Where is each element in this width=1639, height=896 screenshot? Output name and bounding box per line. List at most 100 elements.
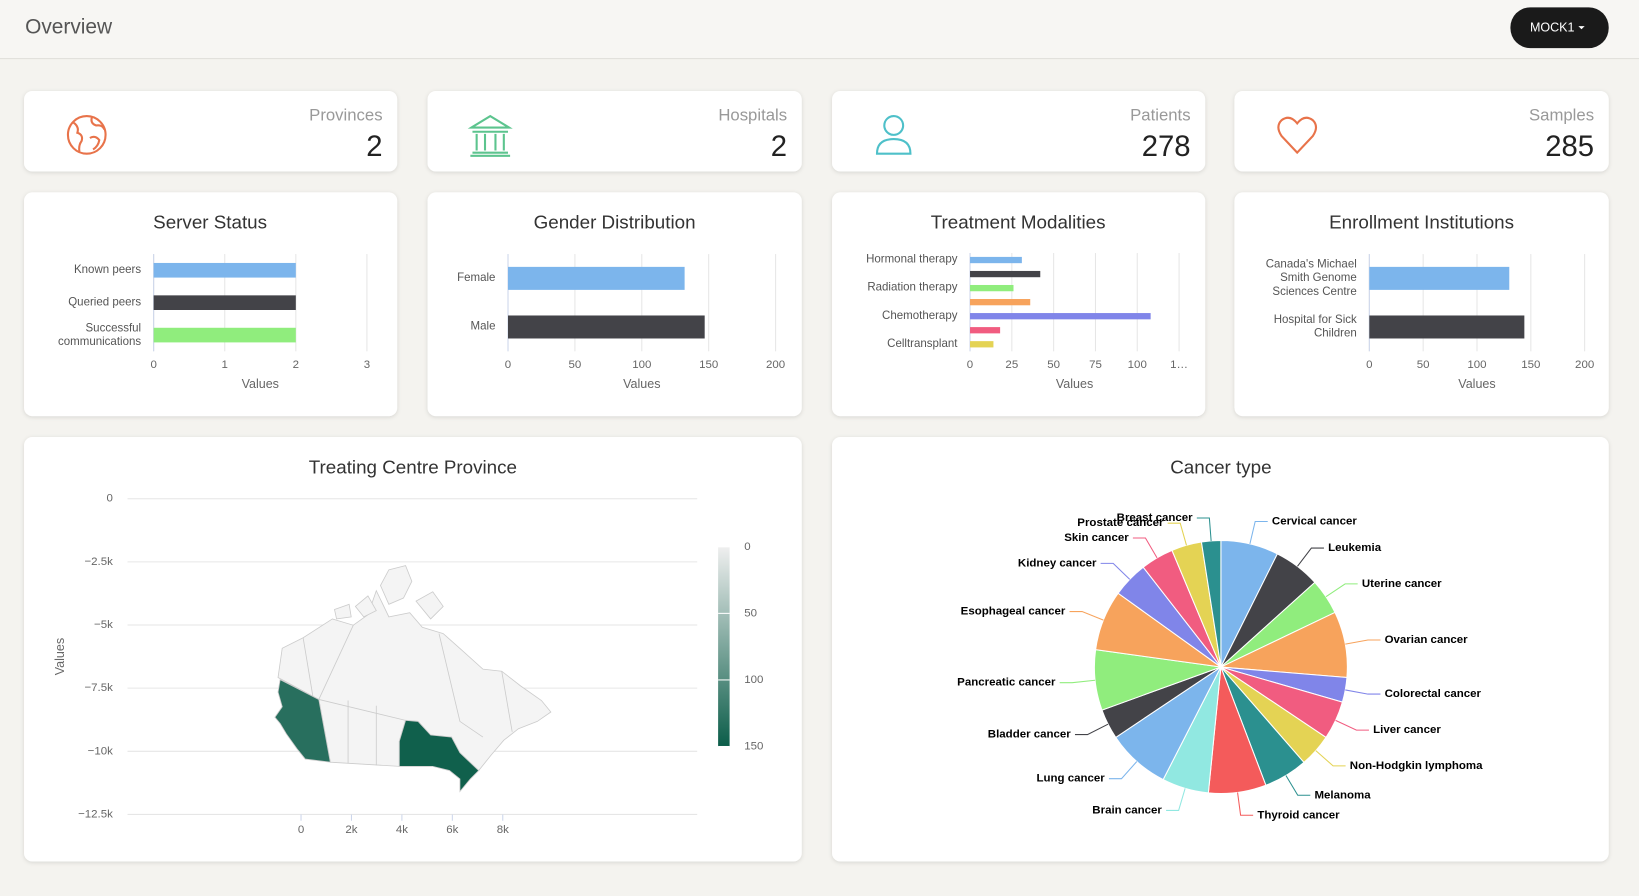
- pie-label: Uterine cancer: [1362, 578, 1442, 590]
- category-label-box: Radiation therapy: [867, 281, 957, 294]
- x-tick-label: 50: [1047, 359, 1060, 371]
- map-region: [274, 678, 331, 763]
- menu-button-label[interactable]: MOCK1: [1530, 21, 1575, 35]
- label-connector: [1132, 537, 1158, 559]
- bar: [1369, 266, 1510, 290]
- map-border: [318, 625, 354, 700]
- x-tick-label: 150: [1521, 359, 1540, 371]
- label-connector: [1166, 788, 1186, 811]
- y-tick-label: −10k: [88, 745, 113, 757]
- pie-label: Colorectal cancer: [1385, 688, 1482, 700]
- y-tick-label: −5k: [94, 619, 113, 631]
- chart-title: Treating Centre Province: [309, 456, 517, 477]
- y-tick-label: Queried peers: [68, 295, 142, 309]
- pie-label: Breast cancer: [1117, 512, 1193, 524]
- y-axis-label: Values: [53, 638, 67, 675]
- bank-icon: [467, 114, 513, 157]
- label-connector: [1059, 679, 1096, 684]
- label-connector: [1335, 719, 1369, 731]
- map-border: [501, 671, 513, 732]
- pie-label: Liver cancer: [1373, 724, 1441, 736]
- x-tick-label: 1…: [1170, 359, 1188, 371]
- map-border: [438, 633, 484, 738]
- bar: [970, 284, 1014, 292]
- label-connector: [1108, 761, 1138, 780]
- label-connector: [1196, 517, 1212, 541]
- menu-button[interactable]: MOCK1: [1510, 7, 1609, 49]
- x-tick-label: 6k: [446, 824, 458, 836]
- menu-button-bg[interactable]: [1510, 7, 1609, 49]
- bar: [1369, 315, 1525, 339]
- pie-label: Esophageal cancer: [961, 606, 1066, 618]
- pie-label: Skin cancer: [1064, 532, 1129, 544]
- map-border: [302, 637, 314, 701]
- y-tick-label: Hormonal therapy: [866, 253, 958, 266]
- color-axis: [718, 546, 730, 747]
- map-border: [318, 699, 406, 721]
- x-tick-label: 200: [1575, 359, 1594, 371]
- card: [1234, 192, 1609, 417]
- stat-label: Provinces: [309, 105, 382, 124]
- x-tick-label: 0: [150, 359, 156, 371]
- y-tick-label: Canada's Michael Smith Genome Sciences C…: [1265, 257, 1357, 298]
- stat-label: Patients: [1130, 105, 1190, 124]
- category-label-box: Female: [457, 271, 496, 285]
- chart-title: Treatment Modalities: [931, 212, 1106, 233]
- category-label-box: Successful communications: [58, 321, 142, 348]
- x-tick-label: 2: [293, 359, 299, 371]
- x-tick-label: 0: [967, 359, 973, 371]
- x-tick-label: 100: [1128, 359, 1147, 371]
- card: [1234, 90, 1609, 172]
- x-tick-label: 100: [1467, 359, 1486, 371]
- pie-label: Kidney cancer: [1018, 557, 1097, 569]
- stat-value: 2: [366, 131, 382, 163]
- card: [24, 90, 398, 172]
- pie-label: Non-Hodgkin lymphoma: [1350, 760, 1483, 772]
- x-tick-label: 4k: [396, 824, 408, 836]
- category-label-box: Hospital for Sick Children: [1273, 313, 1357, 340]
- label-connector: [1345, 639, 1381, 645]
- x-axis-label: Values: [1458, 377, 1495, 391]
- y-tick-label: Male: [470, 320, 496, 333]
- pie-label: Prostate cancer: [1077, 517, 1164, 529]
- label-connector: [1345, 689, 1381, 695]
- category-label-box: Canada's Michael Smith Genome Sciences C…: [1265, 257, 1357, 298]
- bar: [970, 313, 1151, 320]
- pie-label: Pancreatic cancer: [957, 677, 1056, 689]
- x-tick-label: 0: [298, 824, 304, 836]
- bar: [508, 266, 685, 290]
- bar: [970, 270, 1041, 278]
- pie-label: Ovarian cancer: [1385, 634, 1469, 646]
- label-connector: [1069, 611, 1104, 621]
- x-axis-label: Values: [623, 377, 660, 391]
- map-island: [415, 591, 444, 620]
- heart-icon: [1277, 116, 1318, 155]
- y-tick-label: −2.5k: [84, 556, 113, 568]
- category-label-box: Chemotherapy: [882, 309, 958, 322]
- y-tick-label: Successful communications: [58, 321, 142, 348]
- bar: [153, 327, 296, 343]
- y-tick-label: Female: [457, 271, 496, 285]
- stat-value: 278: [1142, 131, 1191, 163]
- card: [427, 90, 802, 172]
- category-label-box: Queried peers: [68, 295, 142, 309]
- x-axis-label: Values: [242, 377, 279, 391]
- x-tick-label: 2k: [345, 824, 357, 836]
- x-tick-label: 0: [1366, 359, 1372, 371]
- bar: [153, 295, 296, 310]
- x-tick-label: 75: [1089, 359, 1102, 371]
- pie-label: Cervical cancer: [1272, 516, 1357, 528]
- label-connector: [1237, 792, 1254, 816]
- label-connector: [1325, 583, 1358, 598]
- page-title: Overview: [25, 16, 113, 39]
- y-tick-label: Hospital for Sick Children: [1273, 313, 1357, 340]
- bar: [153, 262, 296, 278]
- cards: [24, 90, 1609, 862]
- y-tick-label: Celltransplant: [887, 337, 958, 351]
- caret[interactable]: [1578, 26, 1585, 30]
- card: [427, 192, 802, 417]
- y-tick-label: Chemotherapy: [882, 309, 958, 322]
- color-axis-label: 100: [744, 674, 763, 686]
